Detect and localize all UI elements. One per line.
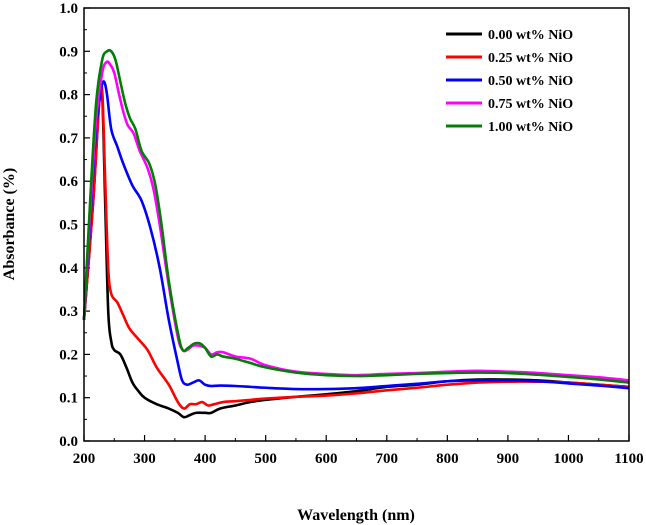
legend-label-4: 1.00 wt% NiO (488, 120, 573, 135)
x-tick-label: 900 (497, 451, 520, 467)
legend: 0.00 wt% NiO 0.25 wt% NiO 0.50 wt% NiO 0.75… (446, 28, 573, 135)
y-tick-label: 0.6 (59, 174, 78, 190)
series-line-4 (82, 48, 630, 384)
series-layer (82, 48, 630, 419)
x-tick-label: 600 (315, 451, 338, 467)
y-tick-label: 0.4 (59, 261, 78, 277)
x-tick-label: 1100 (614, 451, 643, 467)
x-tick-labels: 200 300 400 500 600 700 800 900 1000 1100 (73, 451, 644, 467)
y-tick-label: 0.1 (59, 391, 78, 407)
y-tick-label: 1.0 (59, 1, 78, 17)
x-axis-title: Wavelength (nm) (297, 507, 415, 524)
x-tick-label: 300 (133, 451, 156, 467)
plot-frame (83, 7, 630, 442)
x-tick-label: 1000 (553, 451, 583, 467)
y-tick-labels: 0.0 0.1 0.2 0.3 0.4 0.5 0.6 0.7 0.8 0.9 1.0 (59, 1, 78, 450)
legend-label-2: 0.50 wt% NiO (488, 74, 573, 89)
x-tick-label: 400 (194, 451, 217, 467)
y-tick-label: 0.5 (59, 218, 78, 234)
y-tick-label: 0.7 (59, 131, 78, 147)
y-tick-label: 0.9 (59, 44, 78, 60)
legend-label-1: 0.25 wt% NiO (488, 51, 573, 66)
y-tick-label: 0.2 (59, 347, 78, 363)
legend-label-0: 0.00 wt% NiO (488, 28, 573, 43)
legend-label-3: 0.75 wt% NiO (488, 97, 573, 112)
y-tick-label: 0.3 (59, 304, 78, 320)
y-tick-label: 0.8 (59, 88, 78, 104)
y-tick-label: 0.0 (59, 434, 78, 450)
series-line-1 (82, 82, 630, 410)
x-tick-label: 700 (376, 451, 399, 467)
series-line-2 (82, 80, 630, 391)
x-tick-label: 500 (254, 451, 277, 467)
x-tick-label: 800 (436, 451, 459, 467)
x-tick-label: 200 (73, 451, 96, 467)
y-axis-title: Absorbance (%) (1, 168, 18, 280)
